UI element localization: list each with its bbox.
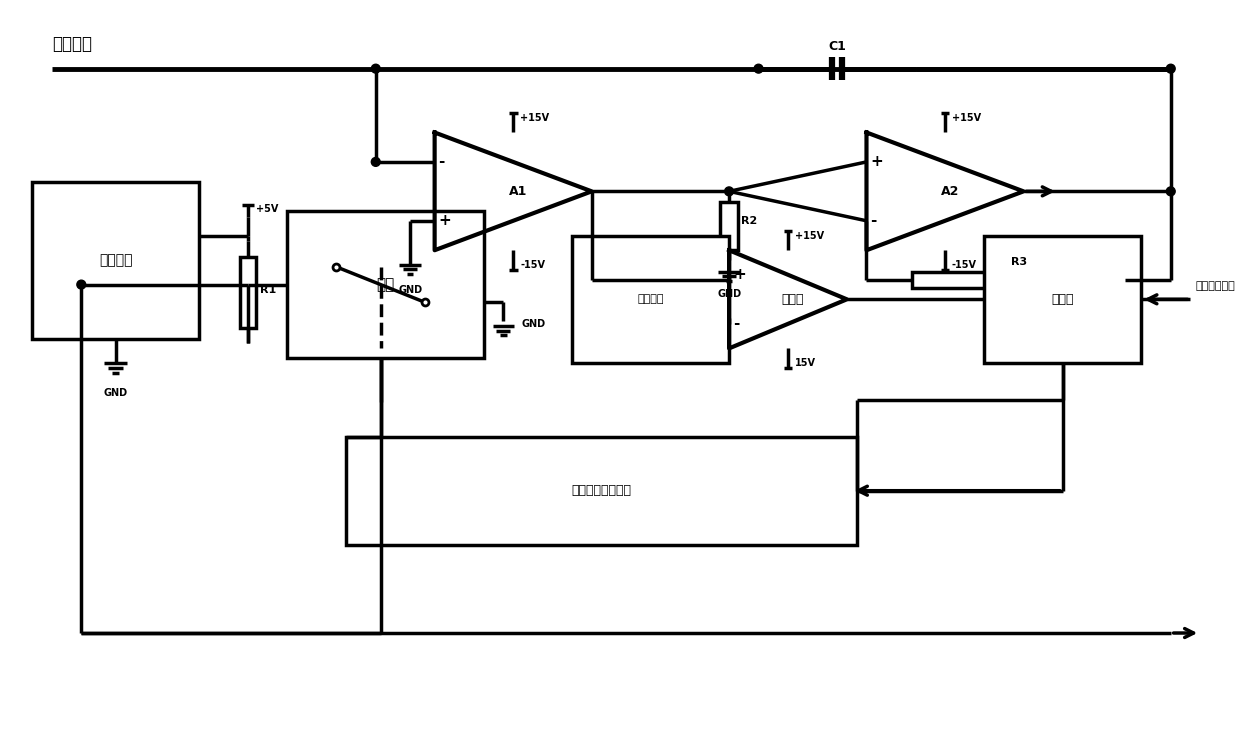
Text: +: + <box>439 213 451 228</box>
Bar <box>241 257 255 328</box>
Text: A1: A1 <box>508 184 527 198</box>
Text: +: + <box>870 154 883 170</box>
Bar <box>346 437 857 545</box>
Text: R2: R2 <box>740 215 758 226</box>
Circle shape <box>371 64 381 73</box>
Text: +15V: +15V <box>952 113 981 123</box>
Text: +15V: +15V <box>795 230 823 241</box>
Text: 电压基准: 电压基准 <box>99 253 133 267</box>
Text: +: + <box>733 267 745 282</box>
Circle shape <box>1167 187 1176 196</box>
Text: GND: GND <box>398 285 422 294</box>
Bar <box>572 235 729 363</box>
Text: R1: R1 <box>260 285 277 295</box>
Text: -15V: -15V <box>952 260 977 270</box>
Text: GND: GND <box>521 320 546 329</box>
Text: 比较器: 比较器 <box>781 293 804 306</box>
Text: 15V: 15V <box>795 358 816 368</box>
Text: 被测信号: 被测信号 <box>52 35 92 53</box>
Bar <box>32 182 200 339</box>
Text: +15V: +15V <box>520 113 549 123</box>
Text: R3: R3 <box>1011 257 1027 267</box>
Text: 阈值电压: 阈值电压 <box>637 294 663 304</box>
Text: C1: C1 <box>828 40 846 53</box>
Bar <box>288 211 484 358</box>
Text: -: - <box>439 154 445 170</box>
Circle shape <box>1167 64 1176 73</box>
Bar <box>720 201 738 249</box>
Circle shape <box>371 157 381 166</box>
Bar <box>913 272 1125 288</box>
Bar <box>985 235 1141 363</box>
Text: 逻辑门: 逻辑门 <box>1052 293 1074 306</box>
Text: GND: GND <box>104 387 128 398</box>
Text: 单稳态脉冲发生器: 单稳态脉冲发生器 <box>572 484 631 497</box>
Text: GND: GND <box>717 289 742 300</box>
Circle shape <box>77 280 86 289</box>
Circle shape <box>754 64 763 73</box>
Text: -: - <box>733 317 739 331</box>
Text: +5V: +5V <box>255 204 278 214</box>
Circle shape <box>724 187 734 196</box>
Text: 开关: 开关 <box>377 277 394 292</box>
Text: -15V: -15V <box>520 260 546 270</box>
Text: -: - <box>870 213 877 228</box>
Text: 禁止时间信号: 禁止时间信号 <box>1195 281 1235 292</box>
Text: A2: A2 <box>941 184 959 198</box>
